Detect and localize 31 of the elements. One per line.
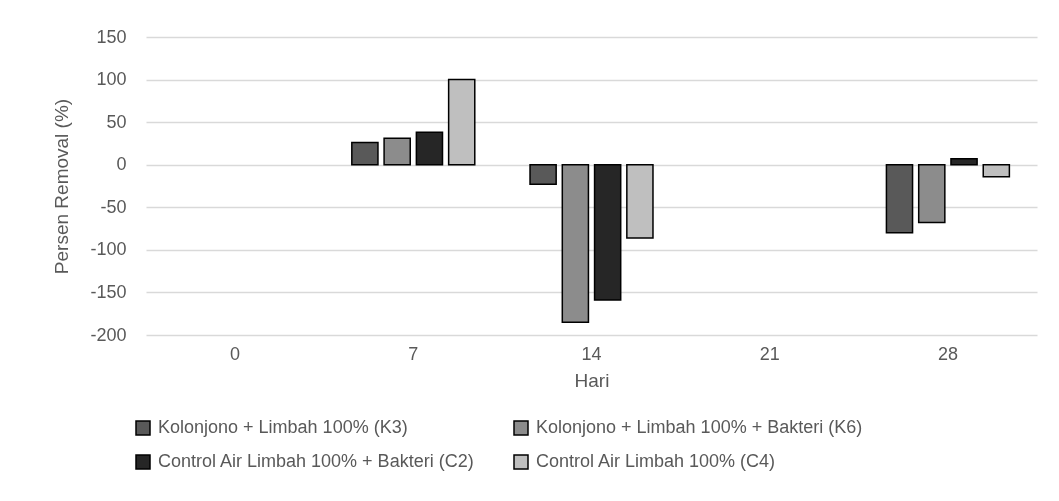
y-tick-label: 100 (96, 69, 127, 90)
y-tick-label: 50 (106, 111, 127, 132)
bar (917, 163, 946, 224)
x-tick-label: 21 (759, 343, 780, 364)
bar (626, 163, 654, 239)
bar (415, 131, 444, 166)
x-tick-label: 0 (230, 343, 241, 364)
bar (885, 163, 914, 234)
y-tick-label: 0 (116, 154, 127, 175)
y-tick-label: -200 (90, 324, 127, 345)
x-tick-label: 14 (581, 343, 602, 364)
y-tick-label: -150 (90, 281, 127, 302)
x-axis-title: Hari (574, 369, 610, 391)
legend-label: Control Air Limbah 100% + Bakteri (C2) (158, 451, 474, 471)
bar (593, 163, 622, 301)
bar (351, 141, 379, 166)
x-tick-label: 28 (937, 343, 958, 364)
bar (561, 163, 590, 323)
bar (383, 137, 411, 166)
y-tick-label: -50 (100, 196, 127, 217)
legend-label: Control Air Limbah 100% (C4) (536, 451, 776, 471)
y-axis-title: Persen Removal (%) (51, 98, 73, 275)
bar (529, 163, 557, 186)
bar (447, 78, 476, 166)
x-tick-label: 7 (408, 343, 419, 364)
bar (982, 163, 1011, 178)
legend-label: Kolonjono + Limbah 100% + Bakteri (K6) (536, 417, 863, 437)
legend-label: Kolonjono + Limbah 100% (K3) (158, 417, 408, 437)
y-tick-label: 150 (96, 26, 127, 47)
y-tick-label: -100 (90, 239, 127, 260)
bar (950, 158, 978, 166)
